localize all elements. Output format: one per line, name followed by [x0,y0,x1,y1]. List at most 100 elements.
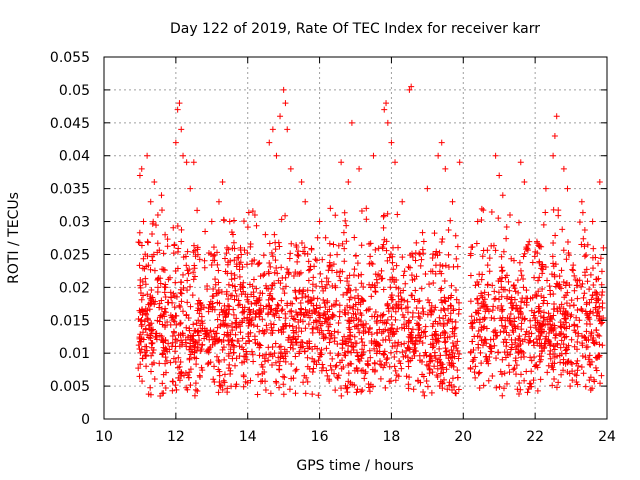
data-point [506,211,513,218]
data-point [574,367,581,374]
x-axis-label: GPS time / hours [296,458,413,474]
data-point [328,366,335,373]
data-point [394,325,401,332]
data-point [235,302,242,309]
data-point [336,302,343,309]
data-point [349,305,356,312]
data-point [277,343,284,350]
data-point [162,284,169,291]
data-point [495,278,502,285]
data-point [476,369,483,376]
data-point [569,360,576,367]
data-point [268,285,275,292]
data-point [186,369,193,376]
data-point [499,192,506,199]
data-point [227,346,234,353]
data-point [272,359,279,366]
data-point [276,366,283,373]
data-point [584,314,591,321]
data-point [598,372,605,379]
data-point [230,342,237,349]
data-point [393,372,400,379]
data-point [478,276,485,283]
data-point [489,373,496,380]
data-point [142,281,149,288]
data-point [398,324,405,331]
data-point [245,333,252,340]
data-point [348,119,355,126]
data-point [240,383,247,390]
data-point [564,239,571,246]
data-point [266,139,273,146]
data-point [354,386,361,393]
data-point [552,332,559,339]
data-point [284,300,291,307]
data-point [536,274,543,281]
data-point [327,335,334,342]
data-point [595,260,602,267]
data-point [405,338,412,345]
data-point [305,345,312,352]
plot-frame [103,56,608,420]
y-tick-label: 0.015 [50,313,90,329]
data-point [550,306,557,313]
data-point [318,327,325,334]
data-point [558,330,565,337]
data-point [590,245,597,252]
data-point [247,377,254,384]
data-point [424,185,431,192]
data-point [159,321,166,328]
data-point [228,338,235,345]
data-point [345,370,352,377]
data-point [362,328,369,335]
data-point [392,159,399,166]
data-point [569,377,576,384]
data-point [435,338,442,345]
data-point [334,340,341,347]
data-point [167,289,174,296]
data-point [384,300,391,307]
data-point [280,355,287,362]
y-tick-label: 0.005 [50,379,90,395]
data-point [469,358,476,365]
data-point [319,320,326,327]
data-point [266,260,273,267]
data-point [438,139,445,146]
data-point [574,381,581,388]
data-point [445,251,452,258]
data-point [190,321,197,328]
data-point [599,342,606,349]
data-point [558,337,565,344]
data-point [413,239,420,246]
data-point [366,240,373,247]
data-point [569,368,576,375]
data-point [359,296,366,303]
data-point [426,358,433,365]
data-point [168,343,175,350]
data-point [358,352,365,359]
data-point [207,298,214,305]
data-point [502,336,509,343]
data-point [229,337,236,344]
data-point [535,288,542,295]
data-point [172,348,179,355]
data-point [520,253,527,260]
data-point [583,328,590,335]
data-point [432,262,439,269]
data-point [230,239,237,246]
data-point [409,292,416,299]
data-point [190,159,197,166]
data-point [230,231,237,238]
data-point [271,350,278,357]
data-point [298,239,305,246]
data-point [499,306,506,313]
data-point [248,260,255,267]
data-point [587,271,594,278]
data-point [372,341,379,348]
data-point [143,363,150,370]
data-point [568,297,575,304]
data-point [385,327,392,334]
data-point [516,333,523,340]
data-point [290,329,297,336]
data-point [515,349,522,356]
